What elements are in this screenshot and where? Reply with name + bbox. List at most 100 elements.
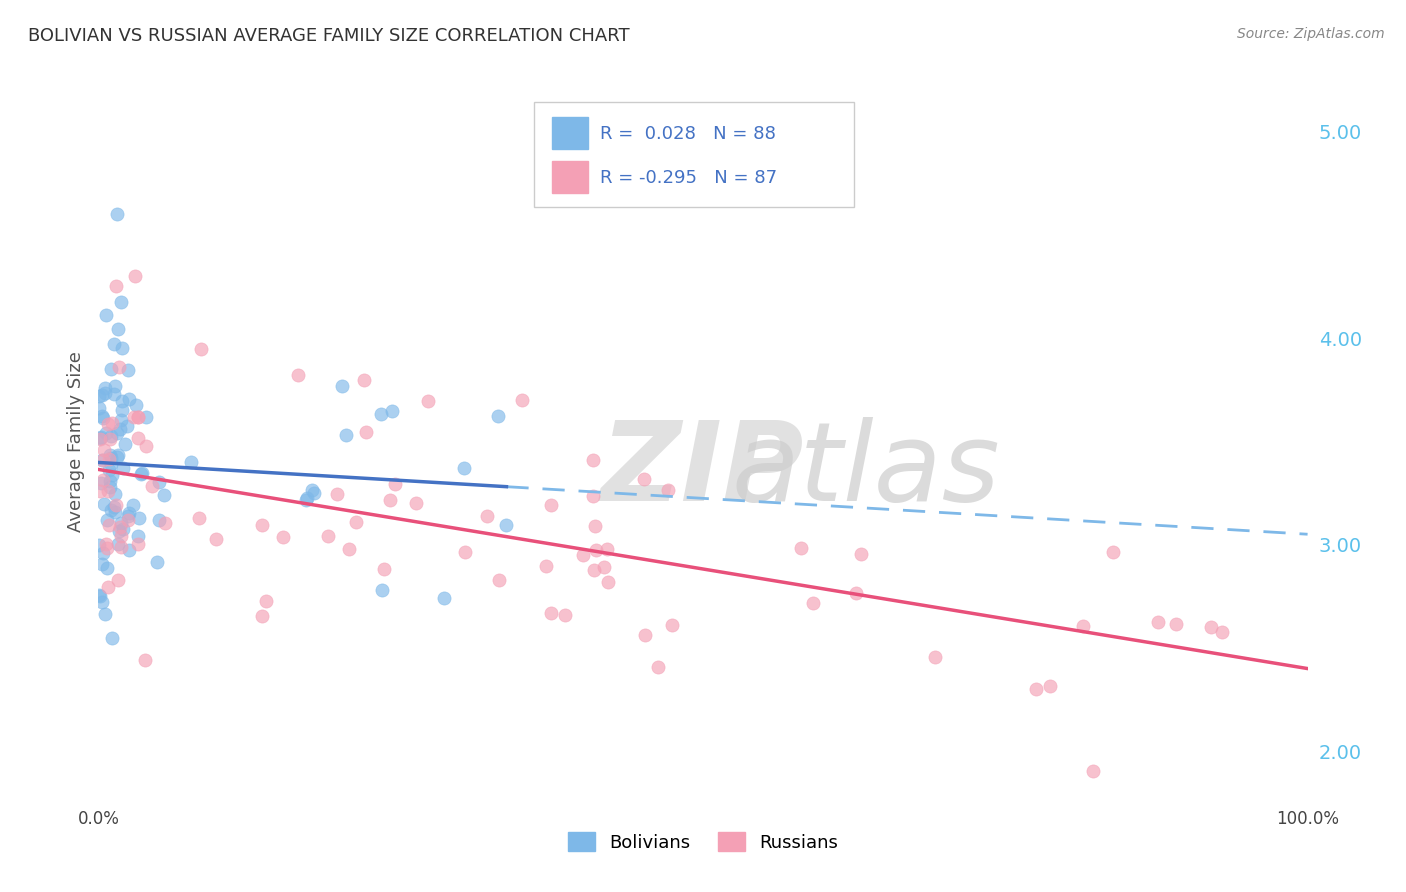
Point: [108, 524, 131, 538]
Point: [128, 511, 150, 525]
Point: [100, 457, 122, 471]
Point: [107, 322, 129, 336]
Point: [335, 427, 357, 442]
Point: [250, 608, 273, 623]
Point: [924, 649, 946, 664]
Point: [117, 362, 139, 376]
Point: [110, 412, 132, 426]
Point: [108, 520, 131, 534]
Point: [326, 487, 349, 501]
Point: [90, 476, 112, 491]
Point: [97, 452, 120, 467]
Point: [316, 529, 339, 543]
Point: [488, 573, 510, 587]
Point: [135, 409, 157, 424]
Point: [127, 529, 149, 543]
Point: [146, 555, 169, 569]
Point: [592, 560, 614, 574]
Point: [104, 498, 127, 512]
Point: [110, 516, 132, 531]
Point: [124, 269, 146, 284]
Point: [486, 409, 509, 423]
Point: [433, 591, 456, 606]
FancyBboxPatch shape: [534, 102, 855, 207]
Point: [118, 507, 141, 521]
Point: [91, 388, 114, 402]
Point: [97, 417, 120, 432]
Point: [131, 466, 153, 480]
Point: [107, 448, 129, 462]
Point: [790, 541, 813, 555]
Point: [1164, 616, 1187, 631]
Point: [295, 491, 318, 505]
Point: [96, 580, 118, 594]
Point: [188, 510, 211, 524]
Point: [453, 545, 475, 559]
Point: [100, 503, 122, 517]
Point: [271, 530, 294, 544]
Point: [845, 586, 868, 600]
Point: [204, 532, 226, 546]
Point: [135, 439, 157, 453]
Point: [180, 455, 202, 469]
Point: [647, 660, 669, 674]
Point: [371, 583, 394, 598]
Point: [153, 488, 176, 502]
Point: [96, 541, 118, 555]
Point: [122, 409, 145, 424]
Point: [115, 419, 138, 434]
Point: [90, 429, 112, 443]
Bar: [551, 161, 588, 194]
Point: [585, 543, 607, 558]
Point: [381, 404, 404, 418]
Point: [110, 529, 132, 543]
Point: [108, 359, 131, 374]
Point: [127, 410, 149, 425]
Point: [510, 393, 533, 408]
Point: [127, 409, 149, 424]
Point: [96, 513, 118, 527]
Point: [100, 429, 122, 443]
Point: [540, 499, 562, 513]
Point: [301, 483, 323, 498]
Point: [554, 608, 576, 623]
Point: [93, 497, 115, 511]
Point: [104, 379, 127, 393]
Point: [373, 562, 395, 576]
Point: [121, 498, 143, 512]
Point: [103, 337, 125, 351]
Point: [418, 394, 440, 409]
Point: [100, 450, 122, 465]
Point: [87, 401, 110, 416]
Point: [141, 479, 163, 493]
Point: [125, 398, 148, 412]
Point: [107, 537, 129, 551]
Point: [111, 393, 134, 408]
Point: [91, 595, 114, 609]
Point: [117, 543, 139, 558]
Point: [148, 475, 170, 489]
Point: [405, 496, 427, 510]
Point: [89, 388, 111, 402]
Point: [93, 453, 115, 467]
Point: [148, 513, 170, 527]
Y-axis label: Average Family Size: Average Family Size: [66, 351, 84, 532]
Point: [97, 463, 120, 477]
Point: [94, 381, 117, 395]
Point: [112, 461, 135, 475]
Point: [596, 542, 619, 557]
Point: [353, 373, 375, 387]
Point: [96, 536, 118, 550]
Point: [98, 432, 121, 446]
Point: [330, 379, 353, 393]
Text: Source: ZipAtlas.com: Source: ZipAtlas.com: [1237, 27, 1385, 41]
Point: [582, 489, 605, 503]
Point: [378, 493, 401, 508]
Point: [101, 631, 124, 645]
Point: [540, 606, 562, 620]
Point: [96, 483, 118, 498]
Point: [104, 487, 127, 501]
Point: [477, 508, 499, 523]
Point: [93, 442, 115, 457]
Point: [254, 594, 277, 608]
